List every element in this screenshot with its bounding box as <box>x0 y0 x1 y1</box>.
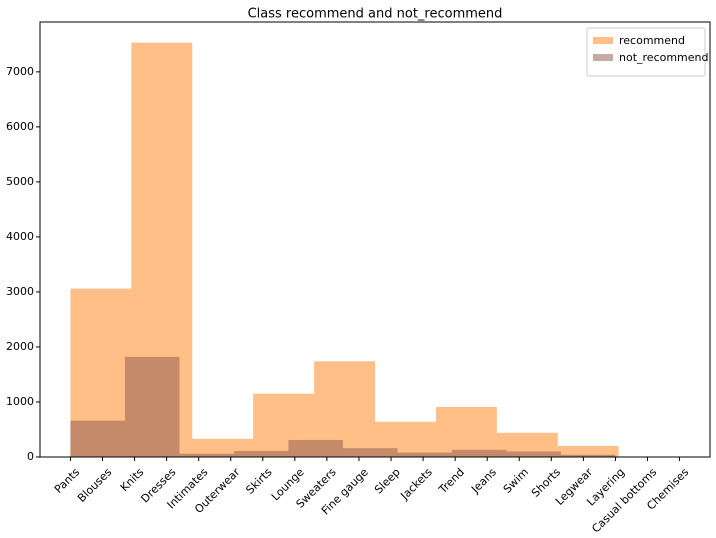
legend-swatch <box>593 37 613 44</box>
bar <box>435 406 497 457</box>
bar <box>288 439 343 457</box>
bar <box>124 356 180 457</box>
y-tick-label: 2000 <box>6 340 34 353</box>
x-tick-label: Swim <box>501 466 531 496</box>
bar <box>233 450 289 457</box>
legend-label: recommend <box>619 34 685 47</box>
y-tick-label: 7000 <box>6 65 34 78</box>
bar <box>342 448 398 457</box>
chart-title: Class recommend and not_recommend <box>248 7 503 22</box>
plot-frame <box>39 21 711 458</box>
x-tick-label: Trend <box>436 466 467 497</box>
y-tick-label: 6000 <box>6 120 34 133</box>
bar <box>560 454 616 457</box>
bar <box>70 420 125 457</box>
legend-label: not_recommend <box>619 51 709 64</box>
x-tick-label: Blouses <box>75 465 114 504</box>
legend-swatch <box>593 54 613 61</box>
bar <box>451 449 507 457</box>
bar <box>397 452 452 457</box>
bar <box>506 451 561 457</box>
x-tick-label: Knits <box>118 465 147 494</box>
x-tick-label: Jackets <box>398 465 436 503</box>
bar <box>557 445 619 457</box>
x-tick-label: Jeans <box>468 465 499 496</box>
bar <box>179 453 234 457</box>
y-tick-label: 1000 <box>6 395 34 408</box>
legend-box <box>586 27 706 77</box>
x-tick-label: Pants <box>52 465 83 496</box>
y-tick-label: 5000 <box>6 175 34 188</box>
y-tick-label: 4000 <box>6 230 34 243</box>
y-tick-label: 3000 <box>6 285 34 298</box>
y-tick-label: 0 <box>27 450 34 463</box>
